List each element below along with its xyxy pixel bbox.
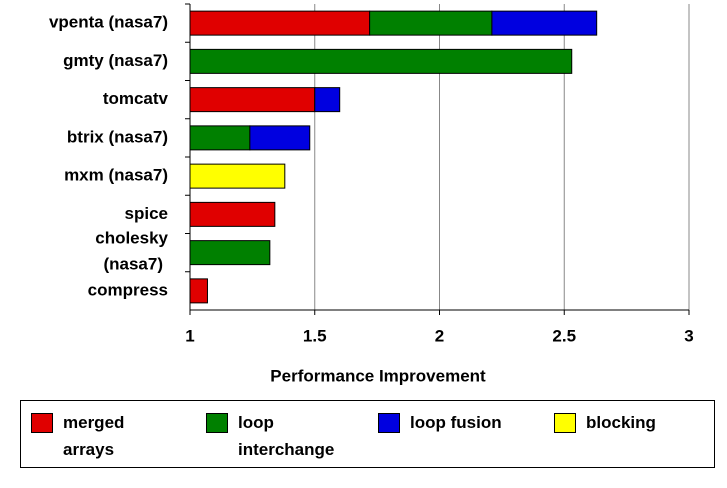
legend-item: loop fusion (378, 413, 550, 436)
bar-segment (249, 125, 311, 151)
y-tick-label: gmty (nasa7) (63, 51, 168, 70)
y-tick-label: cholesky (nasa7) (95, 229, 168, 274)
bar-segment (189, 48, 573, 74)
x-tick-label: 2 (435, 326, 444, 345)
legend-label: blocking (586, 413, 656, 432)
bar-segment (314, 87, 341, 113)
legend-label: loop fusion (410, 413, 502, 432)
legend-label: merged arrays (63, 413, 125, 459)
x-axis-title: Performance Improvement (270, 366, 486, 385)
legend-item: blocking (554, 413, 696, 436)
bar-segment (189, 10, 371, 36)
bar-segment (189, 201, 276, 227)
legend-swatch (554, 413, 576, 433)
bar-segment (189, 240, 271, 266)
legend-item: merged arrays (31, 413, 158, 463)
bar-segment (189, 163, 286, 189)
x-tick-label: 1 (185, 326, 194, 345)
bar-segment (369, 10, 493, 36)
y-tick-label: mxm (nasa7) (64, 166, 168, 185)
legend: merged arrays loop interchange loop fusion… (20, 400, 715, 468)
legend-label: loop interchange (238, 413, 335, 459)
x-tick-label: 3 (684, 326, 693, 345)
bar-segment (189, 87, 316, 113)
y-tick-label: spice (125, 204, 168, 223)
y-tick-label: compress (88, 280, 168, 299)
legend-swatch (206, 413, 228, 433)
legend-swatch (31, 413, 53, 433)
legend-item: loop interchange (206, 413, 363, 463)
y-tick-label: vpenta (nasa7) (49, 13, 168, 32)
y-tick-label: btrix (nasa7) (67, 127, 168, 146)
x-tick-label: 1.5 (303, 326, 327, 345)
y-tick-label: tomcatv (103, 89, 169, 108)
legend-swatch (378, 413, 400, 433)
bar-segment (189, 278, 208, 304)
bar-segment (189, 125, 251, 151)
chart: Performance Improvement 1 1.5 2 2.5 3 vpenta … (49, 3, 694, 385)
bar-segment (491, 10, 598, 36)
x-tick-label: 2.5 (552, 326, 576, 345)
